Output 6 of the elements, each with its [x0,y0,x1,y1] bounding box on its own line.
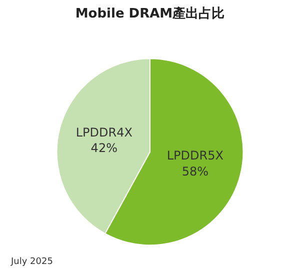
data-label: 42% [90,140,118,155]
data-label: 58% [182,164,208,178]
text: July 2025 [10,257,53,267]
slice-label: LPDDR5X [166,148,224,163]
chart-title: Mobile DRAM產出占比 [75,5,225,22]
slice-label: LPDDR4X [76,125,132,140]
